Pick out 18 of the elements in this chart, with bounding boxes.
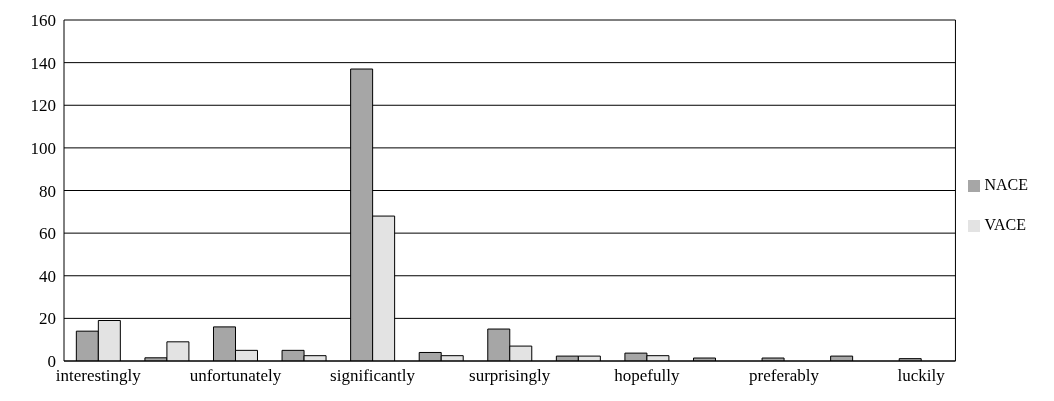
x-tick-label: unfortunately <box>189 366 282 386</box>
x-tick-label: preferably <box>749 366 820 386</box>
x-tick-label: significantly <box>330 366 416 386</box>
x-tick-label: luckily <box>897 366 946 386</box>
legend-label: NACE <box>984 175 1028 193</box>
y-tick-label: 0 <box>47 352 56 372</box>
y-tick-label: 60 <box>39 224 56 244</box>
y-tick-label: 80 <box>39 181 56 201</box>
y-tick-label: 120 <box>30 96 56 116</box>
legend-label: VACE <box>984 215 1026 233</box>
y-tick-label: 40 <box>39 266 56 286</box>
y-tick-label: 100 <box>30 138 56 158</box>
x-tick-label: surprisingly <box>469 366 551 386</box>
x-tick-label: interestingly <box>55 366 142 386</box>
y-tick-label: 20 <box>39 309 56 329</box>
y-tick-label: 160 <box>30 11 56 31</box>
x-tick-label: hopefully <box>614 366 680 386</box>
y-tick-label: 140 <box>30 53 56 73</box>
